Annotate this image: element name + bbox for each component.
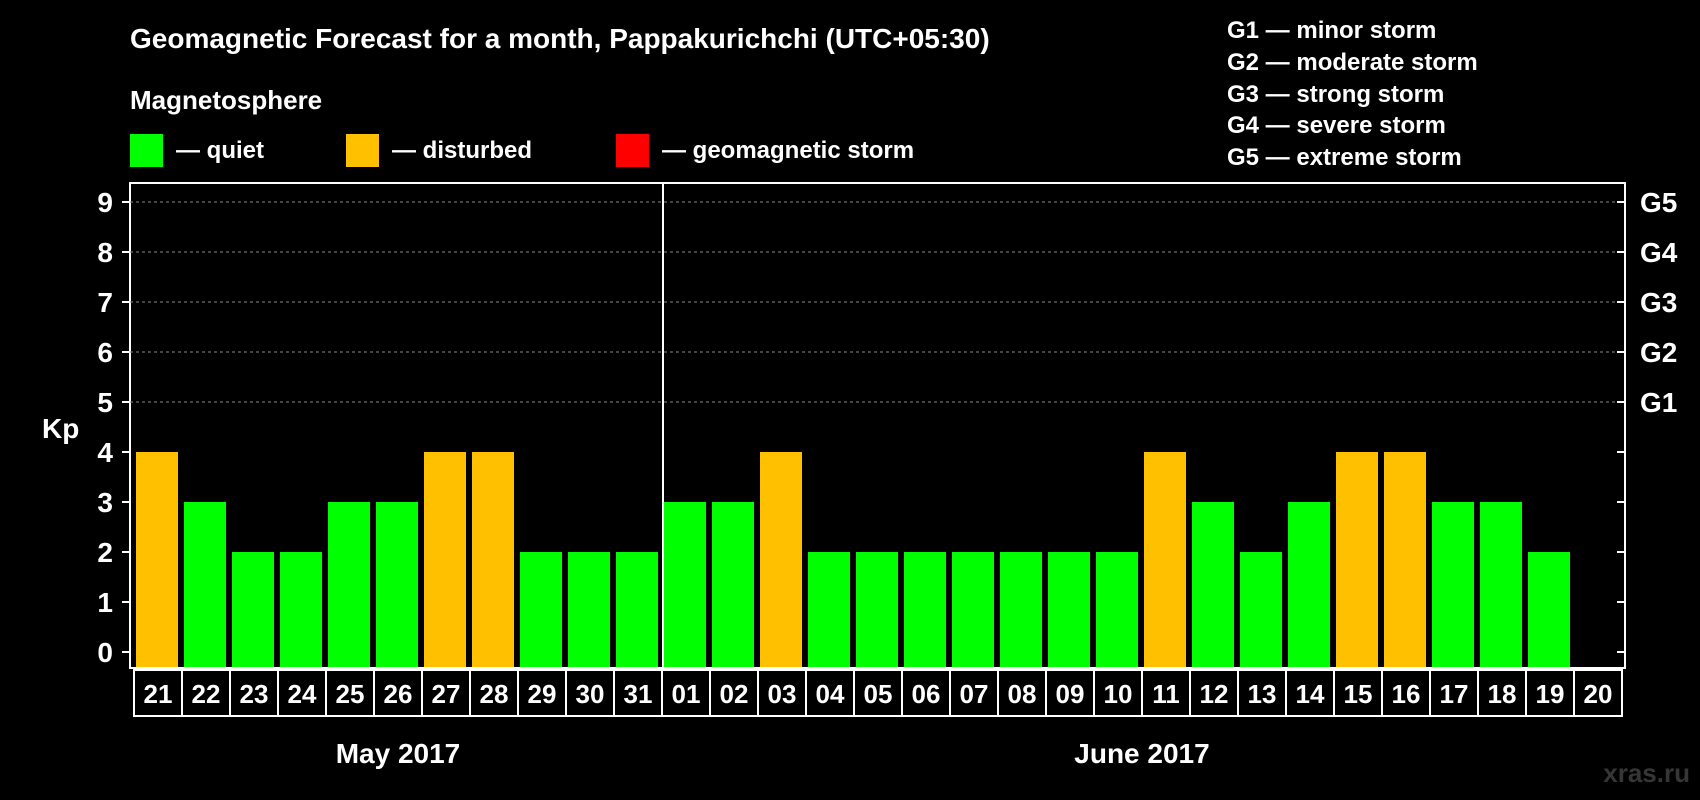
bar	[616, 552, 658, 667]
x-tick-label: 03	[768, 679, 797, 709]
storm-level-label: G2	[1640, 337, 1677, 368]
x-tick-label: 19	[1536, 679, 1565, 709]
chart-title: Geomagnetic Forecast for a month, Pappak…	[130, 23, 990, 54]
plot-frame	[129, 182, 1626, 669]
x-tick-label: 15	[1344, 679, 1373, 709]
bar	[1384, 452, 1426, 667]
x-tick-label: 07	[960, 679, 989, 709]
y-tick-label: 7	[97, 287, 113, 318]
bar	[1336, 452, 1378, 667]
x-tick-label: 11	[1152, 679, 1180, 709]
x-tick-label: 17	[1440, 679, 1469, 709]
x-tick-cell	[1573, 669, 1623, 717]
y-axis-label: Kp	[42, 413, 79, 444]
bar	[568, 552, 610, 667]
x-tick-label: 30	[576, 679, 605, 709]
x-tick-label: 25	[336, 679, 365, 709]
y-tick-label: 0	[97, 637, 113, 668]
bar	[376, 502, 418, 667]
bar	[1096, 552, 1138, 667]
storm-level-label: G4	[1640, 237, 1678, 268]
bar	[952, 552, 994, 667]
x-tick-label: 27	[432, 679, 461, 709]
bar	[1288, 502, 1330, 667]
bar	[1432, 502, 1474, 667]
x-tick-label: 24	[288, 679, 317, 709]
bar	[1528, 552, 1570, 667]
bar	[280, 552, 322, 667]
x-tick-label: 21	[144, 679, 173, 709]
bar	[424, 452, 466, 667]
x-tick-label: 01	[672, 679, 701, 709]
x-tick-label: 13	[1248, 679, 1277, 709]
y-tick-label: 6	[97, 337, 113, 368]
y-tick-label: 5	[97, 387, 113, 418]
x-tick-label: 20	[1584, 679, 1613, 709]
bar	[232, 552, 274, 667]
x-tick-label: 04	[816, 679, 845, 709]
x-tick-label: 28	[480, 679, 509, 709]
legend-swatch-quiet	[130, 134, 163, 167]
x-tick-label: 29	[528, 679, 557, 709]
bar	[472, 452, 514, 667]
bar	[1144, 452, 1186, 667]
bar	[1480, 502, 1522, 667]
x-tick-label: 18	[1488, 679, 1517, 709]
bar	[664, 502, 706, 667]
bar	[1000, 552, 1042, 667]
bar	[328, 502, 370, 667]
bar	[712, 502, 754, 667]
bar	[520, 552, 562, 667]
storm-level-label: G1	[1640, 387, 1677, 418]
legend-swatch-disturbed	[346, 134, 379, 167]
month-label: June 2017	[1074, 738, 1209, 769]
watermark: xras.ru	[1603, 758, 1690, 788]
bar	[136, 452, 178, 667]
legend-swatch-storm	[616, 134, 649, 167]
legend-label-storm: — geomagnetic storm	[662, 137, 914, 164]
x-tick-label: 14	[1296, 679, 1325, 709]
month-label: May 2017	[336, 738, 461, 769]
storm-scale-g2: G2 — moderate storm	[1227, 49, 1478, 76]
x-tick-label: 05	[864, 679, 893, 709]
bar	[904, 552, 946, 667]
bar	[1048, 552, 1090, 667]
storm-scale-g3: G3 — strong storm	[1227, 81, 1444, 108]
legend-label-disturbed: — disturbed	[392, 137, 532, 164]
bar	[184, 502, 226, 667]
y-tick-label: 3	[97, 487, 113, 518]
x-tick-label: 16	[1392, 679, 1421, 709]
y-tick-label: 4	[97, 437, 113, 468]
bar	[760, 452, 802, 667]
x-tick-label: 26	[384, 679, 413, 709]
x-tick-label: 31	[624, 679, 653, 709]
x-tick-label: 10	[1104, 679, 1133, 709]
storm-scale-g4: G4 — severe storm	[1227, 112, 1446, 139]
legend-label-quiet: — quiet	[176, 137, 264, 164]
x-tick-label: 06	[912, 679, 941, 709]
bar	[1192, 502, 1234, 667]
y-tick-label: 8	[97, 237, 113, 268]
y-tick-label: 9	[97, 187, 113, 218]
x-tick-label: 22	[192, 679, 221, 709]
legend-heading: Magnetosphere	[130, 85, 322, 115]
bar	[1240, 552, 1282, 667]
bar	[856, 552, 898, 667]
storm-level-label: G3	[1640, 287, 1677, 318]
storm-scale-g1: G1 — minor storm	[1227, 17, 1436, 44]
x-tick-label: 08	[1008, 679, 1037, 709]
storm-scale-g5: G5 — extreme storm	[1227, 144, 1462, 171]
x-tick-label: 23	[240, 679, 269, 709]
bar	[808, 552, 850, 667]
y-tick-label: 1	[97, 587, 113, 618]
y-tick-label: 2	[97, 537, 113, 568]
storm-level-label: G5	[1640, 187, 1677, 218]
x-tick-label: 02	[720, 679, 749, 709]
x-tick-label: 09	[1056, 679, 1085, 709]
x-tick-label: 12	[1200, 679, 1229, 709]
